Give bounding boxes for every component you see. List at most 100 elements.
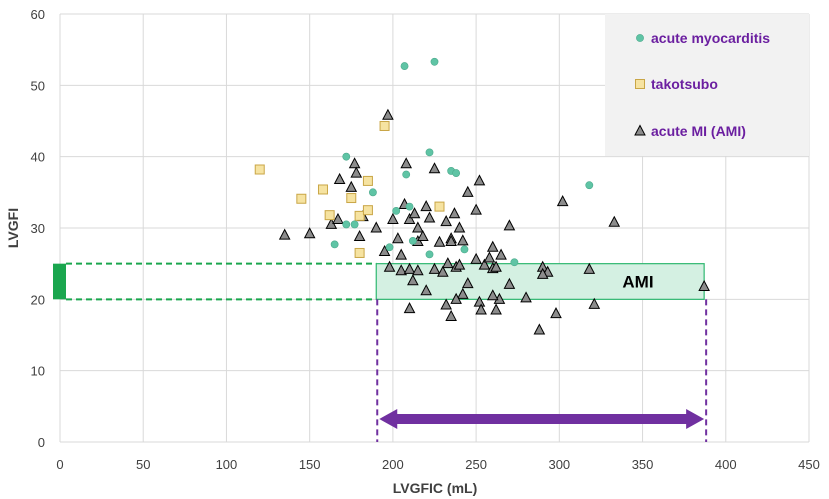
data-point-triangle: [550, 307, 562, 319]
data-point-circle: [452, 169, 461, 177]
data-point-triangle: [407, 274, 419, 286]
data-point-circle: [350, 220, 359, 229]
data-point-triangle: [417, 229, 429, 242]
data-point-square: [317, 184, 328, 195]
data-point-triangle: [448, 207, 461, 219]
x-tick-label: 150: [299, 457, 321, 472]
y-tick-label: 60: [31, 7, 45, 22]
data-point-triangle: [403, 302, 416, 314]
data-point-triangle: [473, 174, 486, 186]
data-point-circle: [392, 206, 401, 215]
data-point-triangle: [456, 234, 469, 246]
data-point-triangle: [420, 284, 433, 296]
data-point-triangle: [440, 215, 452, 227]
data-point-triangle: [461, 277, 474, 289]
data-point-triangle: [486, 289, 499, 301]
y-tick-label: 0: [38, 435, 45, 450]
data-point-triangle: [461, 185, 474, 197]
y-tick-label: 50: [31, 78, 45, 93]
y-tick-label: 30: [31, 221, 45, 236]
data-point-circle: [405, 202, 414, 211]
data-point-triangle: [400, 157, 413, 169]
data-point-triangle: [698, 279, 710, 291]
legend-marker-circle: [636, 34, 644, 42]
x-axis-title: LVGFIC (mL): [393, 480, 478, 496]
data-point-triangle: [345, 180, 358, 192]
data-point-triangle: [436, 265, 449, 277]
data-point-circle: [510, 258, 519, 267]
data-point-triangle: [403, 212, 416, 224]
data-point-triangle: [490, 303, 502, 315]
data-point-triangle: [420, 200, 433, 212]
data-point-triangle: [470, 252, 482, 264]
data-point-triangle: [483, 251, 496, 263]
y-tick-label: 40: [31, 150, 45, 165]
data-point-triangle: [428, 162, 441, 174]
data-point-square: [324, 210, 335, 221]
data-point-circle: [385, 243, 394, 252]
x-tick-label: 350: [632, 457, 654, 472]
data-point-square: [354, 247, 365, 258]
y-tick-label: 20: [31, 292, 45, 307]
data-point-circle: [425, 148, 434, 157]
data-point-circle: [402, 170, 411, 179]
data-point-triangle: [395, 264, 408, 276]
x-tick-label: 250: [465, 457, 487, 472]
data-point-triangle: [382, 108, 394, 120]
data-point-triangle: [392, 232, 404, 244]
data-point-square: [346, 193, 357, 204]
x-range-arrow: [379, 409, 705, 429]
data-point-square: [434, 201, 445, 212]
data-point-square: [296, 193, 307, 204]
data-point-triangle: [412, 264, 424, 276]
data-point-triangle: [453, 258, 466, 270]
data-point-triangle: [503, 219, 516, 231]
data-point-triangle: [456, 287, 469, 299]
ami-band-label: AMI: [622, 273, 653, 292]
data-point-triangle: [453, 221, 466, 233]
legend-marker-square: [635, 79, 645, 89]
data-point-triangle: [608, 215, 621, 227]
data-point-triangle: [470, 203, 482, 215]
data-point-square: [379, 120, 390, 131]
data-point-triangle: [395, 248, 408, 260]
x-tick-label: 400: [715, 457, 737, 472]
data-point-triangle: [440, 298, 452, 310]
data-point-triangle: [445, 309, 457, 321]
x-tick-label: 0: [56, 457, 63, 472]
data-point-triangle: [445, 234, 457, 247]
data-point-triangle: [428, 262, 441, 274]
legend-label: acute myocarditis: [651, 30, 770, 46]
data-point-triangle: [490, 260, 502, 272]
data-point-circle: [585, 181, 594, 190]
data-point-triangle: [423, 211, 436, 223]
data-point-circle: [330, 240, 339, 249]
x-tick-label: 300: [548, 457, 570, 472]
data-point-triangle: [332, 212, 344, 224]
data-point-circle: [430, 57, 439, 66]
data-point-triangle: [387, 212, 399, 224]
data-point-triangle: [486, 240, 499, 252]
data-point-triangle: [433, 235, 446, 247]
data-point-triangle: [303, 227, 316, 239]
x-tick-label: 100: [216, 457, 238, 472]
data-point-triangle: [350, 166, 363, 178]
data-point-triangle: [520, 291, 532, 303]
data-point-square: [362, 205, 373, 216]
data-point-triangle: [378, 244, 391, 257]
legend-marker-triangle: [634, 124, 646, 136]
data-point-triangle: [278, 228, 291, 240]
data-point-circle: [400, 62, 409, 70]
data-point-triangle: [478, 258, 491, 270]
data-point-triangle: [383, 260, 396, 272]
x-tick-label: 50: [136, 457, 150, 472]
data-point-circle: [408, 236, 417, 245]
data-point-triangle: [503, 277, 516, 289]
data-point-triangle: [348, 157, 361, 169]
x-tick-label: 200: [382, 457, 404, 472]
y-tick-label: 10: [31, 364, 45, 379]
x-tick-label: 450: [798, 457, 820, 472]
data-point-triangle: [441, 257, 454, 269]
data-point-circle: [342, 152, 351, 161]
